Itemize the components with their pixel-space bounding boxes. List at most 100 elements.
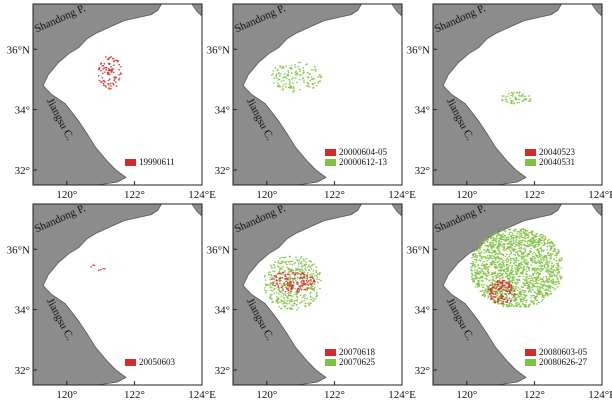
patch-dot: [506, 298, 508, 300]
patch-dot: [281, 86, 284, 88]
patch-dot: [497, 256, 499, 258]
patch-dot: [494, 263, 497, 266]
patch-dot: [312, 78, 314, 80]
patch-dot: [296, 277, 299, 279]
patch-dot: [300, 257, 302, 259]
patch-dot: [526, 273, 529, 276]
patch-dot: [281, 256, 283, 259]
patch-dot: [480, 264, 483, 266]
patch-dot: [513, 248, 515, 250]
patch-dot: [292, 287, 294, 289]
patch-dot: [275, 275, 277, 277]
patch-dot: [504, 287, 507, 289]
patch-dot: [293, 272, 295, 274]
patch-dot: [537, 245, 539, 247]
patch-dot: [506, 290, 508, 293]
patch-dot: [548, 238, 550, 241]
patch-dot: [543, 296, 545, 299]
patch-dot: [498, 248, 500, 250]
patch-dot: [112, 57, 115, 60]
patch-dot: [508, 234, 510, 236]
patch-dot: [493, 286, 496, 288]
patch-dot: [319, 287, 321, 290]
patch-dot: [511, 276, 514, 278]
patch-dot: [531, 255, 534, 258]
patch-dot: [499, 303, 502, 305]
patch-dot: [504, 293, 507, 295]
patch-dot: [535, 235, 537, 237]
patch-dot: [480, 290, 483, 292]
patch-dot: [525, 278, 528, 280]
patch-dot: [551, 262, 553, 264]
map-svg: Shandong P.Jiangsu C.36°N34°32°120° 122° 1…: [207, 202, 416, 401]
patch-dot: [486, 255, 489, 257]
patch-dot: [276, 279, 278, 282]
patch-dot: [516, 258, 518, 260]
patch-dot: [270, 264, 272, 266]
patch-dot: [493, 299, 496, 301]
patch-dot: [518, 246, 520, 248]
patch-dot: [264, 285, 267, 287]
patch-dot: [302, 77, 304, 80]
patch-dot: [557, 280, 559, 282]
patch-dot: [499, 292, 501, 295]
patch-dot: [106, 58, 109, 61]
land-mass: [391, 4, 402, 17]
patch-dot: [300, 74, 302, 77]
patch-dot: [296, 81, 298, 83]
patch-dot: [521, 271, 523, 273]
patch-dot: [108, 87, 110, 89]
patch-dot: [476, 272, 479, 274]
patch-dot: [507, 281, 510, 283]
patch-dot: [289, 294, 292, 297]
patch-dot: [310, 261, 312, 263]
patch-dot: [509, 272, 512, 274]
patch-dot: [537, 289, 539, 291]
patch-dot: [518, 241, 520, 243]
patch-dot: [309, 276, 312, 279]
patch-dot: [502, 255, 505, 257]
patch-dot: [285, 86, 287, 88]
patch-dot: [284, 294, 287, 296]
patch-dot: [518, 303, 520, 306]
x-tick-label: 124°E: [388, 389, 416, 401]
patch-dot: [518, 92, 520, 94]
patch-dot: [493, 237, 495, 239]
patch-dot: [110, 56, 112, 58]
patch-dot: [292, 281, 295, 283]
patch-dot: [560, 258, 563, 260]
patch-dot: [481, 280, 483, 282]
patch-dot: [510, 234, 513, 236]
patch-dot: [311, 289, 313, 291]
patch-dot: [287, 72, 290, 74]
patch-dot: [500, 253, 503, 255]
patch-dot: [295, 73, 298, 75]
patch-dot: [269, 279, 271, 281]
y-tick-label: 34°: [15, 305, 30, 317]
patch-dot: [291, 273, 293, 275]
patch-dot: [276, 69, 279, 71]
patch-dot: [104, 67, 107, 69]
patch-dot: [517, 267, 519, 269]
patch-dot: [498, 298, 500, 300]
patch-dot: [504, 289, 507, 292]
patch-dot: [536, 248, 539, 250]
patch-dot: [107, 67, 110, 70]
patch-dot: [310, 299, 312, 301]
patch-dot: [552, 243, 554, 245]
patch-dot: [546, 240, 549, 242]
patch-dot: [482, 280, 484, 282]
patch-dot: [537, 291, 540, 293]
patch-dot: [501, 261, 503, 263]
patch-dot: [530, 295, 533, 297]
patch-dot: [534, 235, 536, 237]
patch-dot: [542, 284, 545, 286]
patch-dot: [491, 260, 494, 262]
patch-dot: [538, 238, 541, 240]
patch-dot: [526, 242, 529, 244]
patch-dot: [290, 282, 292, 284]
patch-dot: [490, 289, 493, 291]
patch-dot: [537, 276, 540, 278]
patch-dot: [275, 298, 278, 301]
patch-dot: [487, 287, 489, 289]
